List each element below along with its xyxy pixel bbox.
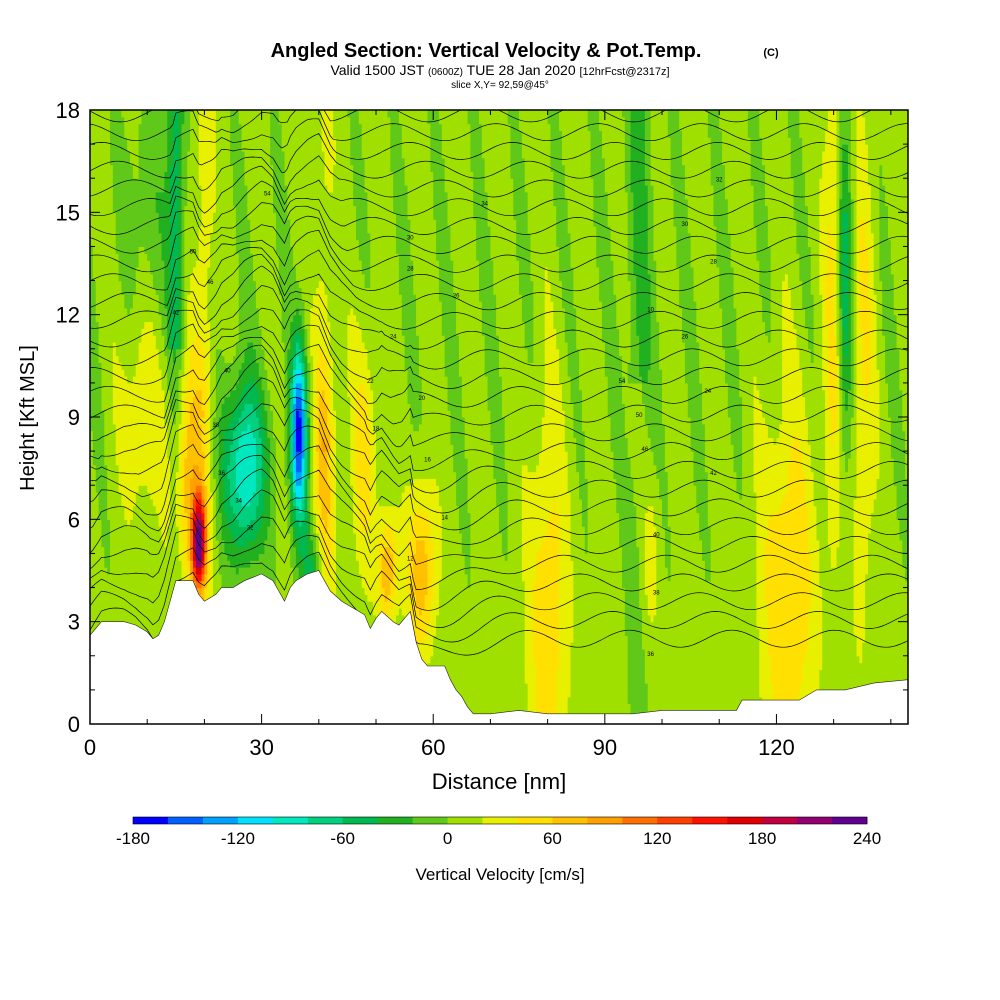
subtitle-valid: Valid 1500 JST xyxy=(330,62,424,78)
chart-title: Angled Section: Vertical Velocity & Pot.… xyxy=(271,40,702,62)
chart-slice-info: slice X,Y= 92,59@45° xyxy=(451,80,549,91)
chart-title-suffix: (C) xyxy=(763,47,779,59)
chart-subtitle: Valid 1500 JST (0600Z) TUE 28 Jan 2020 [… xyxy=(330,62,669,78)
subtitle-zulu: (0600Z) xyxy=(428,67,463,78)
plot-area: 5450464240383634323028262422201816141210… xyxy=(90,93,909,725)
subtitle-fcst: [12hrFcst@2317z] xyxy=(580,66,670,78)
subtitle-date: TUE 28 Jan 2020 xyxy=(467,62,576,78)
